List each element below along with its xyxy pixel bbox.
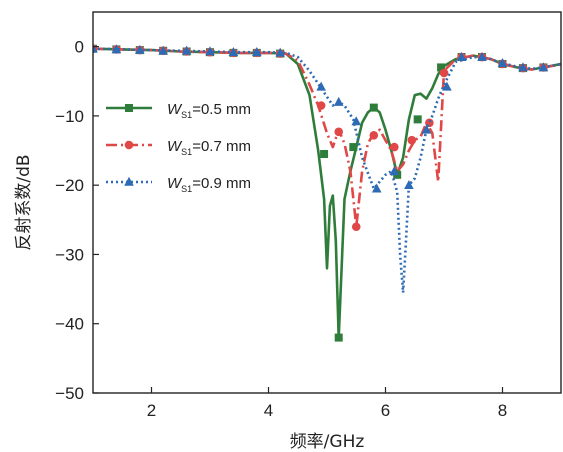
- series-1-point: [437, 63, 446, 72]
- legend: WS1=0.5 mm WS1=0.7 mm WS1=0.9 mm: [106, 101, 251, 194]
- series-2-point: [369, 131, 379, 140]
- series-2-point: [334, 127, 344, 137]
- y-tick-label: 0: [75, 38, 84, 57]
- y-tick-label: −40: [55, 315, 84, 334]
- series-3-point: [518, 62, 528, 72]
- series-3-point: [181, 45, 192, 55]
- series-3-point: [442, 81, 452, 91]
- legend-marker: [124, 140, 134, 150]
- series-3-point: [205, 46, 215, 56]
- series-3-point: [135, 44, 145, 54]
- plot-frame: [92, 11, 562, 394]
- series-2-line: [93, 47, 561, 228]
- series-2-point: [407, 135, 417, 145]
- series-3-point: [228, 46, 239, 56]
- legend-item-3: WS1=0.9 mm: [106, 175, 251, 194]
- y-tick-label: −20: [55, 176, 84, 195]
- series-2-point: [316, 101, 326, 110]
- series-3: [93, 43, 561, 294]
- series-3-point: [421, 124, 432, 134]
- series-3-point: [275, 47, 285, 57]
- x-tick-label: 8: [498, 401, 507, 420]
- series-1-point: [320, 150, 329, 159]
- series-2-point: [351, 222, 361, 232]
- x-tick-label: 6: [381, 401, 390, 420]
- series-1-point: [349, 143, 358, 152]
- series-1-point: [413, 115, 422, 124]
- legend-item-1: WS1=0.5 mm: [106, 101, 251, 120]
- legend-label: WS1=0.9 mm: [167, 175, 251, 194]
- x-tick-label: 2: [147, 401, 156, 420]
- series-3-point: [351, 116, 362, 126]
- legend-item-2: WS1=0.7 mm: [106, 138, 251, 157]
- series-3-point: [538, 62, 549, 72]
- series-3-point: [93, 43, 98, 53]
- y-tick-label: −50: [55, 384, 84, 403]
- y-tick-label: −30: [55, 245, 84, 264]
- axes: 2 4 6 8 0 −10 −20 −30 −40 −50: [55, 11, 562, 420]
- y-tick-label: −10: [55, 107, 84, 126]
- series-3-line: [93, 47, 561, 294]
- legend-label: WS1=0.5 mm: [167, 101, 251, 120]
- series-3-point: [404, 179, 414, 189]
- series-3-point: [316, 81, 326, 91]
- series-1-line: [93, 47, 561, 339]
- series-1-point: [369, 103, 378, 112]
- series-3-point: [333, 96, 344, 106]
- series-3-point: [111, 44, 122, 54]
- x-tick-label: 4: [264, 401, 273, 420]
- series-3-point: [252, 46, 262, 56]
- legend-label: WS1=0.7 mm: [167, 138, 251, 157]
- series-1-point: [334, 333, 343, 342]
- x-axis-label: 频率/GHz: [290, 432, 365, 452]
- legend-marker: [125, 104, 133, 112]
- plot-area: [93, 43, 561, 342]
- series-3-point: [497, 58, 508, 68]
- series-3-point: [389, 166, 400, 176]
- y-axis-label: 反射系数/dB: [14, 154, 34, 250]
- series-2-point: [389, 142, 399, 152]
- series-3-point: [158, 45, 168, 55]
- series-2-point: [439, 68, 449, 78]
- series-3-point: [456, 51, 467, 61]
- series-3-point: [371, 183, 382, 193]
- legend-marker: [124, 176, 134, 186]
- series-3-point: [477, 51, 487, 61]
